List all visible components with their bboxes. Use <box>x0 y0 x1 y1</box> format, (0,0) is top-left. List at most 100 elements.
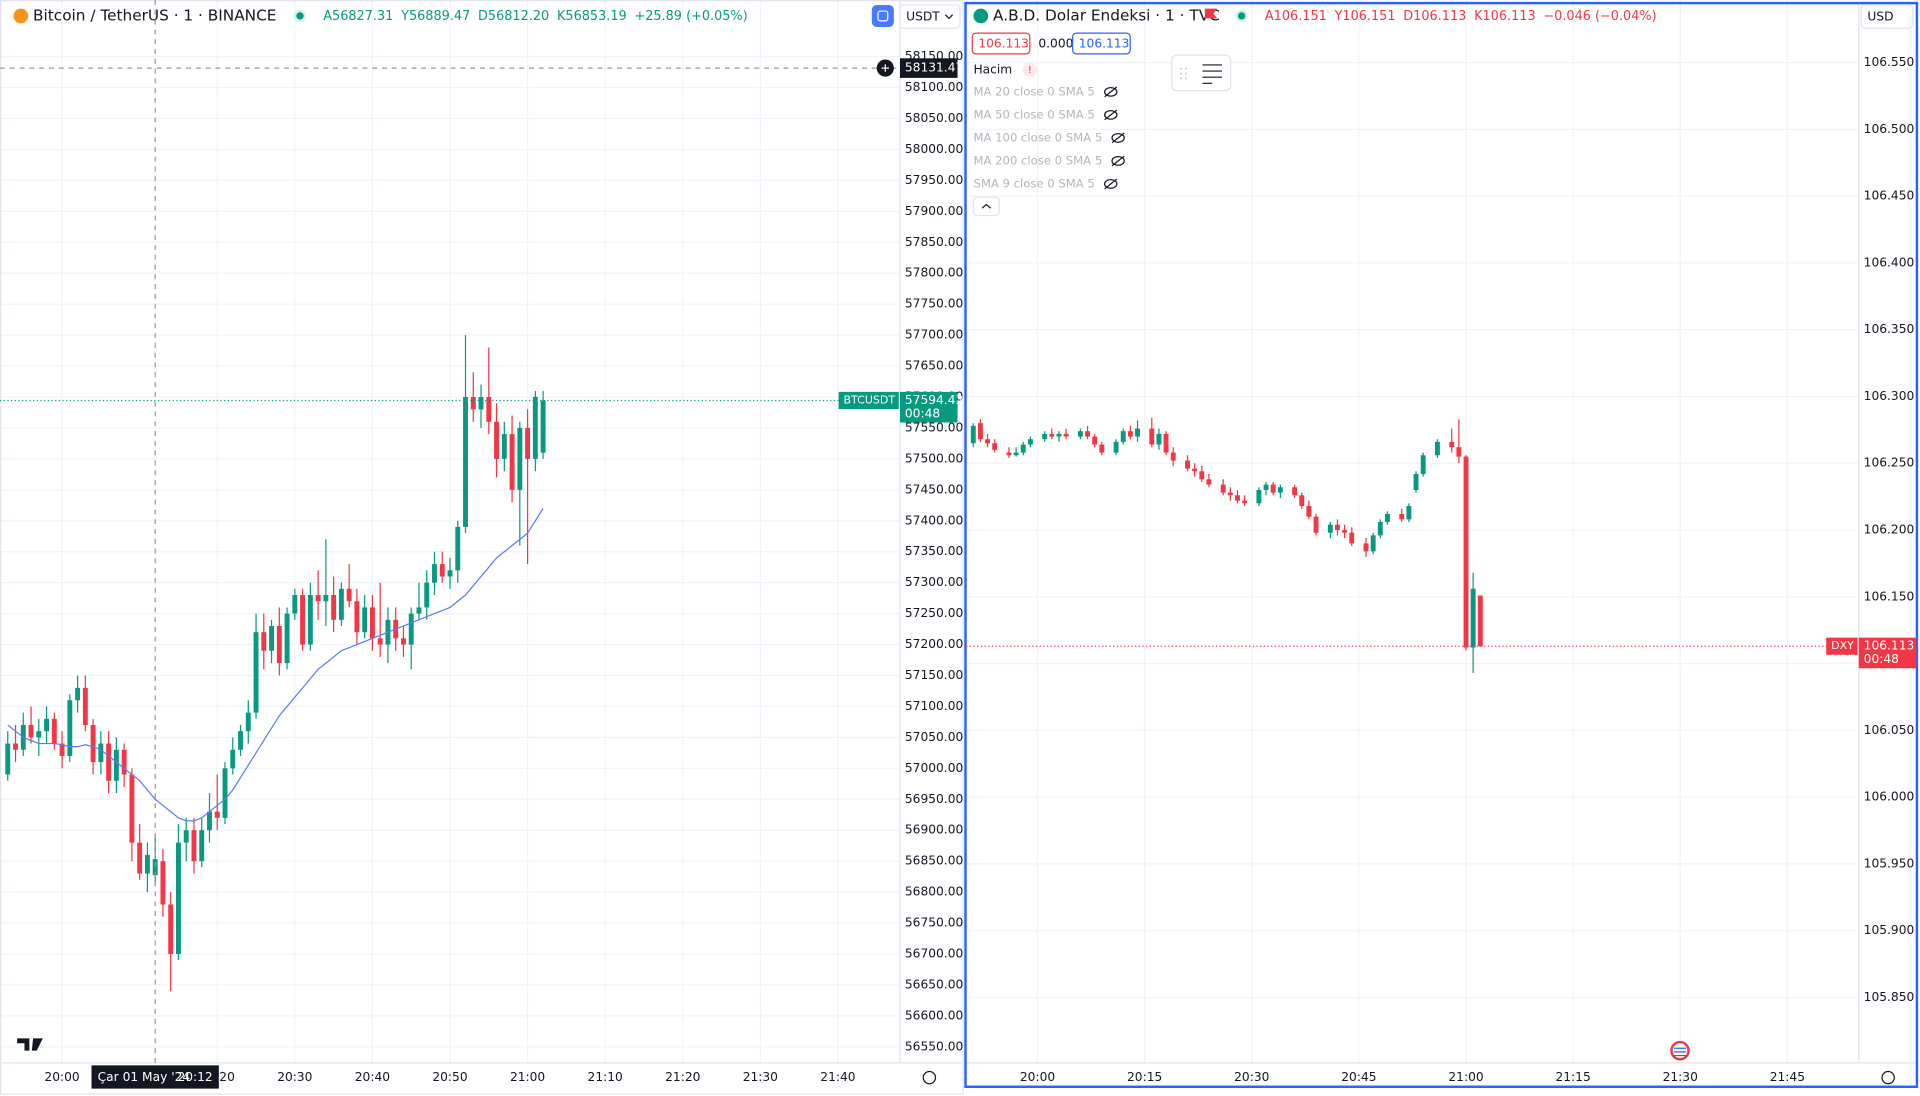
buy-box[interactable] <box>1072 32 1131 55</box>
candle-body <box>1149 428 1155 445</box>
candle-body <box>1277 487 1283 493</box>
compare-button[interactable] <box>871 4 894 27</box>
candle-body <box>478 397 484 410</box>
sell-box[interactable] <box>971 32 1031 55</box>
candle-body <box>98 743 104 763</box>
candle-body <box>1170 452 1176 461</box>
ma-line <box>7 508 544 822</box>
visibility-icon[interactable] <box>1104 110 1118 120</box>
y-tick-label: 57500.00 <box>905 451 963 465</box>
candle-body <box>1406 505 1412 520</box>
market-status <box>1237 12 1246 20</box>
market-status <box>296 12 304 20</box>
logo[interactable] <box>17 1038 43 1051</box>
ohlc-high: Y106.151 <box>1334 8 1396 23</box>
candle-body <box>1399 513 1405 520</box>
floating-toolbar[interactable] <box>1171 54 1232 92</box>
y-tick-label: 56550.00 <box>905 1039 963 1053</box>
x-tick-label: 20:15 <box>1127 1070 1162 1084</box>
candle-body <box>1242 500 1248 504</box>
symbol-title[interactable]: Bitcoin / TetherUS · 1 · BINANCE <box>33 6 276 24</box>
volume-warning[interactable] <box>1022 62 1038 78</box>
x-tick-label: 21:40 <box>820 1070 855 1084</box>
candle-body <box>1049 433 1055 437</box>
candle-body <box>1434 441 1440 456</box>
y-tick-label: 58100.00 <box>905 80 963 94</box>
candle-body <box>144 854 150 874</box>
ohlc-values: A56827.31 Y56889.47 D56812.20 K56853.19 … <box>323 8 747 23</box>
collapse-button[interactable] <box>972 196 1000 217</box>
y-tick-label: 106.500 <box>1864 122 1915 136</box>
visibility-icon[interactable] <box>1104 86 1118 97</box>
settings-icon[interactable] <box>1881 1070 1895 1085</box>
candle-body <box>1042 433 1048 440</box>
visibility-icon[interactable] <box>1111 156 1125 166</box>
y-tick-label: 56750.00 <box>905 916 963 930</box>
x-tick-label: 20:00 <box>1020 1070 1055 1084</box>
flag-icon[interactable] <box>1204 8 1218 19</box>
indicator-label[interactable]: MA 20 close 0 SMA 5 <box>973 84 1094 98</box>
candle-body <box>338 588 344 620</box>
candle-body <box>1263 484 1269 490</box>
indicator-label[interactable]: MA 200 close 0 SMA 5 <box>973 153 1102 167</box>
candle-body <box>977 423 983 440</box>
candle-body <box>1270 484 1276 493</box>
economic-event-icon[interactable] <box>1670 1040 1690 1061</box>
candle-body <box>36 731 42 738</box>
candle-body <box>416 607 422 614</box>
indicator-label[interactable]: MA 50 close 0 SMA 5 <box>973 107 1094 121</box>
candle-body <box>1235 495 1240 501</box>
object-tree-icon[interactable] <box>1202 64 1223 84</box>
candle-body <box>400 638 406 645</box>
ohlc-open: A56827.31 <box>323 8 393 23</box>
y-tick-label: 57950.00 <box>905 173 963 187</box>
x-tick-label: 20:30 <box>1234 1070 1269 1084</box>
candle-body <box>1477 595 1483 647</box>
y-tick-label: 57550.00 <box>905 420 963 434</box>
x-tick-label: 21:00 <box>1448 1070 1483 1084</box>
y-tick-label: 57750.00 <box>905 297 963 311</box>
ohlc-values: A106.151 Y106.151 D106.113 K106.113 −0.0… <box>1265 8 1657 23</box>
candle-body <box>168 904 174 954</box>
symbol-title[interactable]: A.B.D. Dolar Endeksi · 1 · TVC <box>993 6 1220 24</box>
candle-body <box>222 768 228 818</box>
y-tick-label: 57450.00 <box>905 482 963 496</box>
indicator-label[interactable]: SMA 9 close 0 SMA 5 <box>973 176 1094 190</box>
x-tick-label: 21:00 <box>510 1070 545 1084</box>
visibility-icon[interactable] <box>1103 179 1118 189</box>
visibility-icon[interactable] <box>1111 133 1125 143</box>
visibility-slash <box>1111 132 1125 144</box>
y-tick-label: 106.550 <box>1864 55 1915 69</box>
countdown-label: 00:48 <box>1864 652 1899 666</box>
candle-body <box>253 632 259 713</box>
y-tick-label: 105.950 <box>1864 856 1915 870</box>
y-tick-label: 106.300 <box>1864 389 1915 403</box>
candle-body <box>1220 484 1226 493</box>
add-alert-icon <box>881 64 889 72</box>
x-tick-label: 20:40 <box>355 1070 390 1084</box>
candle-body <box>214 811 220 818</box>
visibility-slash <box>1111 155 1125 167</box>
candle-body <box>1256 489 1262 504</box>
candle-body <box>1299 495 1305 506</box>
visibility-slash <box>1104 109 1118 121</box>
candle-body <box>985 439 990 444</box>
candle-body <box>1377 522 1383 536</box>
candle-body <box>1456 447 1462 457</box>
volume-label[interactable]: Hacim <box>973 62 1012 76</box>
spread: 0.000 <box>1038 37 1073 51</box>
candle-body <box>540 400 546 453</box>
currency-button[interactable] <box>899 4 961 29</box>
currency-button[interactable] <box>1860 4 1914 29</box>
y-tick-label: 56850.00 <box>905 854 963 868</box>
indicator-label[interactable]: MA 100 close 0 SMA 5 <box>973 130 1102 144</box>
candle-body <box>1385 513 1390 523</box>
right-header: A.B.D. Dolar Endeksi · 1 · TVC A106.151 … <box>971 4 1914 217</box>
ohlc-low: D56812.20 <box>478 8 549 23</box>
y-tick-label: 56950.00 <box>905 792 963 806</box>
last-price-tag <box>900 391 958 423</box>
candle-body <box>1185 460 1190 469</box>
settings-icon[interactable] <box>922 1070 937 1085</box>
candle-body <box>424 582 430 608</box>
